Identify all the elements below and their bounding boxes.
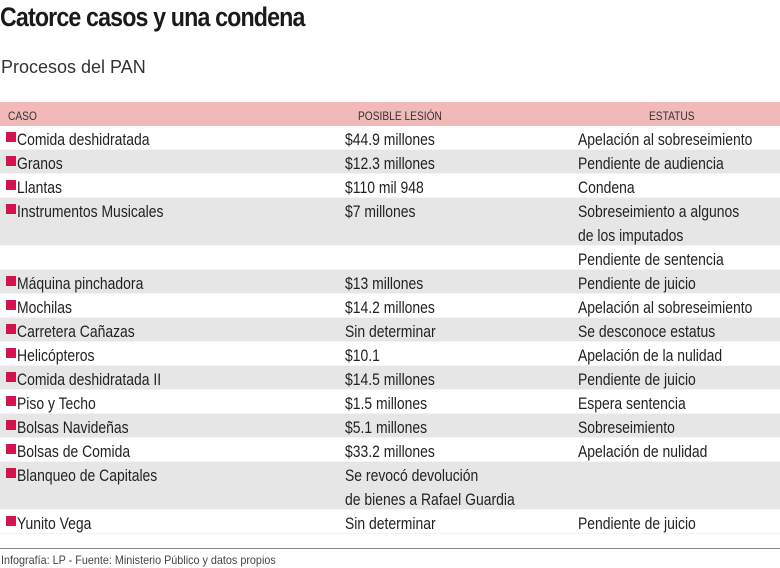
bullet-square-icon [6,372,16,382]
footer-credit: Infografía: LP - Fuente: Ministerio Públ… [1,553,276,567]
table-row: Helicópteros $10.1 Apelación de la nulidad [0,342,780,366]
cell-lesion: $33.2 millones [345,442,435,461]
cell-estatus: Sobreseimiento [578,418,675,437]
cell-estatus: Pendiente de juicio [578,514,696,533]
cell-estatus: Apelación al sobreseimiento [578,298,753,317]
cell-caso: Mochilas [17,298,73,317]
bullet-square-icon [6,180,16,190]
cell-estatus: Espera sentencia [578,394,686,413]
bullet-square-icon [6,396,16,406]
cell-caso: Piso y Techo [17,394,96,413]
cell-estatus: Pendiente de audiencia [578,154,724,173]
cell-caso: Yunito Vega [17,514,92,533]
cell-caso: Comida deshidratada II [17,370,162,389]
bullet-square-icon [6,276,16,286]
cell-lesion: $13 millones [345,274,424,293]
table-row: Piso y Techo $1.5 millones Espera sentenci… [0,390,780,414]
cell-caso: Granos [17,154,63,173]
cell-estatus: Pendiente de juicio [578,370,696,389]
cell-caso: Blanqueo de Capitales [17,466,158,485]
cell-lesion: $1.5 millones [345,394,428,413]
cell-caso: Comida deshidratada [17,130,150,149]
table-row: Carretera Cañazas Sin determinar Se descon… [0,318,780,342]
cell-caso: Bolsas Navideñas [17,418,129,437]
bullet-square-icon [6,156,16,166]
cell-estatus: Sobreseimiento a algunos [578,202,740,221]
cell-caso: Instrumentos Musicales [17,202,164,221]
table-row-continuation: Pendiente de sentencia [0,246,780,270]
bullet-square-icon [6,468,16,478]
bullet-square-icon [6,516,16,526]
cell-lesion: $110 mil 948 [345,178,424,197]
table-row: Yunito Vega Sin determinar Pendiente de ju… [0,510,780,534]
table-row: Bolsas de Comida $33.2 millones Apelación … [0,438,780,462]
subtitle: Procesos del PAN [1,57,146,77]
cell-lesion: $14.5 millones [345,370,435,389]
cell-estatus: Apelación al sobreseimiento [578,130,753,149]
table-header: CASO POSIBLE LESIÓN ESTATUS [0,102,780,126]
cell-caso: Carretera Cañazas [17,322,135,341]
table-row: Máquina pinchadora $13 millones Pendiente … [0,270,780,294]
cell-lesion: Sin determinar [345,322,436,341]
bullet-square-icon [6,300,16,310]
bullet-square-icon [6,420,16,430]
cell-caso: Llantas [17,178,62,197]
header-lesion: POSIBLE LESIÓN [358,109,442,123]
table-row: Granos $12.3 millones Pendiente de audienc… [0,150,780,174]
page-title: Catorce casos y una condena [0,2,305,32]
table-row: Instrumentos Musicales $7 millones Sobrese… [0,198,780,246]
cell-estatus3: Pendiente de sentencia [578,250,724,269]
bullet-square-icon [6,444,16,454]
cell-estatus: Apelación de nulidad [578,442,708,461]
table-row: Mochilas $14.2 millones Apelación al sobre… [0,294,780,318]
header-estatus: ESTATUS [649,109,695,123]
table-row: Llantas $110 mil 948 Condena [0,174,780,198]
cell-lesion: $12.3 millones [345,154,435,173]
cell-estatus: Pendiente de juicio [578,274,696,293]
bullet-square-icon [6,132,16,142]
cell-caso: Máquina pinchadora [17,274,144,293]
bullet-square-icon [6,348,16,358]
cell-caso: Bolsas de Comida [17,442,131,461]
header-caso: CASO [8,109,37,123]
cell-lesion: $44.9 millones [345,130,435,149]
cell-lesion: $10.1 [345,346,380,365]
bullet-square-icon [6,204,16,214]
cell-estatus2: de los imputados [578,226,684,245]
table-row: Comida deshidratada $44.9 millones Apelaci… [0,126,780,150]
cell-caso: Helicópteros [17,346,95,365]
footer-divider [0,548,780,549]
cell-estatus: Se desconoce estatus [578,322,716,341]
cell-lesion: Sin determinar [345,514,436,533]
cell-lesion2: de bienes a Rafael Guardia [345,490,515,509]
table-row: Blanqueo de Capitales Se revocó devolució… [0,462,780,510]
bullet-square-icon [6,324,16,334]
table-row: Comida deshidratada II $14.5 millones Pend… [0,366,780,390]
cell-estatus: Condena [578,178,635,197]
cell-estatus: Apelación de la nulidad [578,346,723,365]
table-row: Bolsas Navideñas $5.1 millones Sobreseimie… [0,414,780,438]
cell-lesion: $14.2 millones [345,298,435,317]
cases-table: CASO POSIBLE LESIÓN ESTATUS Comida deshi… [0,102,780,534]
cell-lesion: Se revocó devolución [345,466,479,485]
cell-lesion: $7 millones [345,202,416,221]
cell-lesion: $5.1 millones [345,418,428,437]
